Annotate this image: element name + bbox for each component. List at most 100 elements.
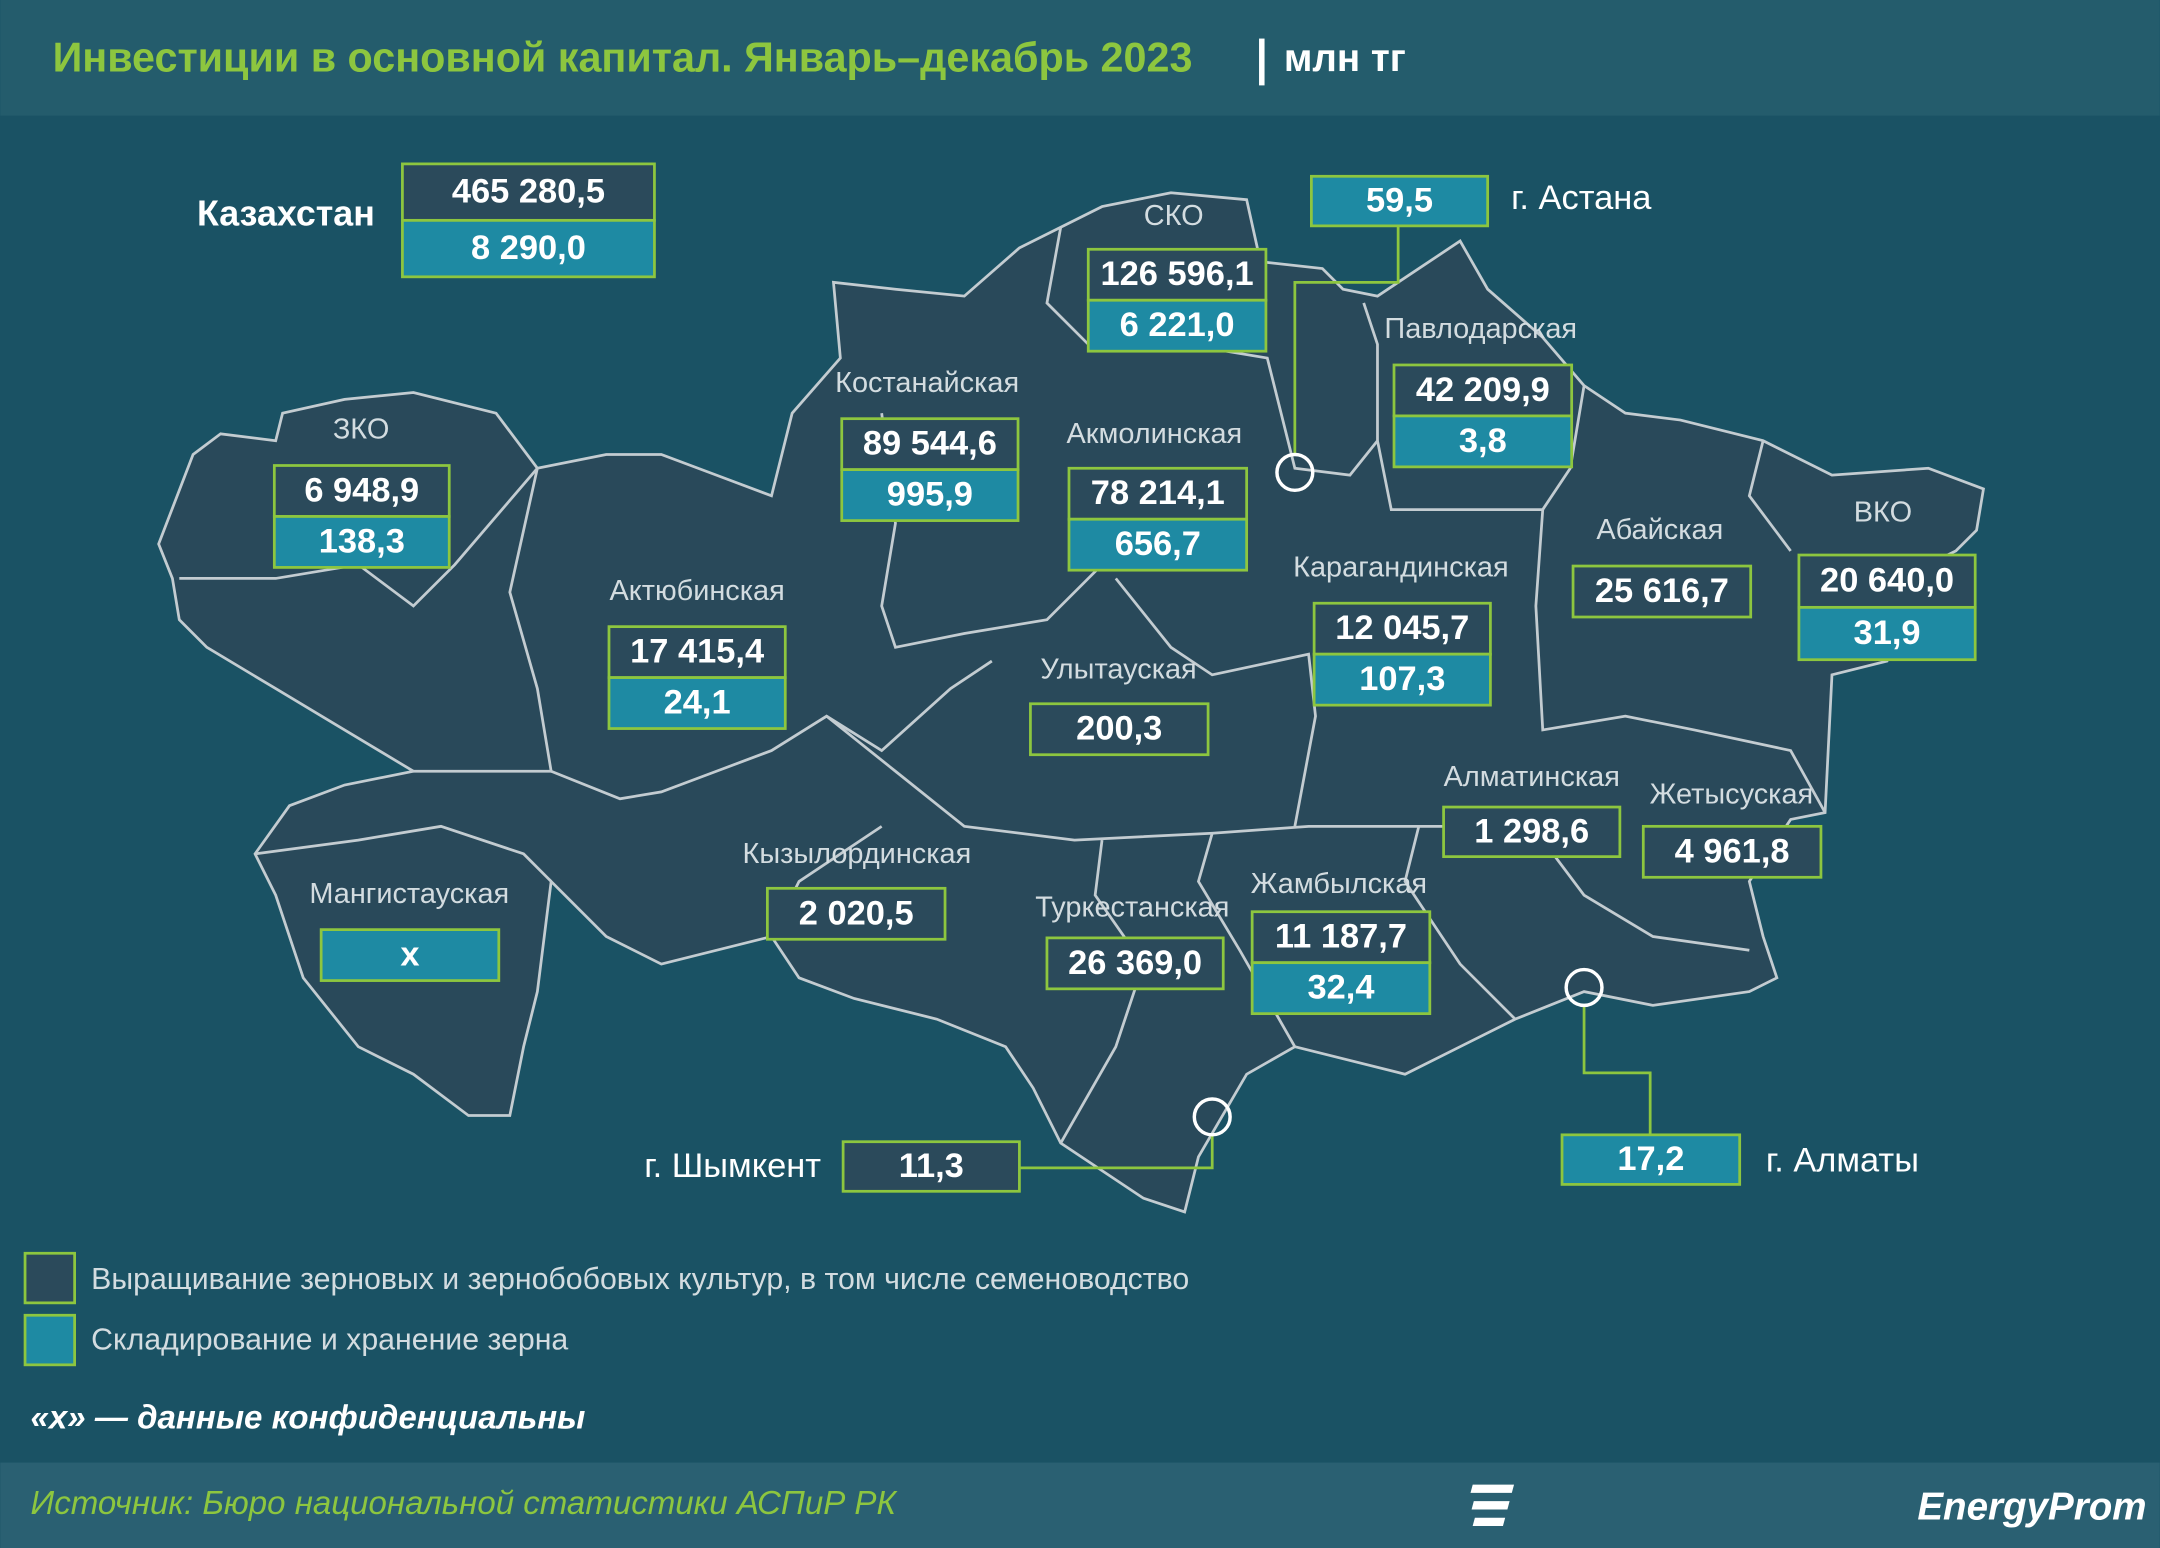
logo-icon	[1470, 1484, 1515, 1526]
region-label: Карагандинская	[1293, 551, 1508, 583]
storage-box	[1086, 298, 1268, 353]
region-label: г. Шымкент	[644, 1147, 821, 1185]
footer-band	[0, 1462, 2160, 1548]
almaty-connector	[1582, 1005, 1652, 1135]
storage-box	[1560, 1133, 1742, 1186]
storage-box	[1309, 174, 1490, 228]
cultivation-value: 11 187,7	[1275, 918, 1407, 956]
shymkent-connector	[1019, 1134, 1214, 1170]
storage-value: 31,9	[1854, 614, 1921, 652]
cultivation-value: 42 209,9	[1416, 371, 1550, 409]
legend-storage: Складирование и хранение зерна	[91, 1323, 568, 1356]
region-label: г. Алматы	[1766, 1141, 1919, 1179]
storage-value: 138,3	[319, 522, 405, 560]
storage-value: 656,7	[1115, 525, 1201, 563]
cultivation-value: 200,3	[1076, 710, 1162, 748]
legend-swatch-cultivation	[23, 1251, 77, 1305]
cultivation-box	[1250, 910, 1432, 965]
cultivation-box	[1442, 805, 1622, 859]
region-label: Жетысуская	[1650, 779, 1814, 811]
cultivation-value: 89 544,6	[863, 425, 997, 463]
cultivation-box	[1086, 247, 1268, 302]
cultivation-value: 4 961,8	[1675, 832, 1790, 870]
separator	[1259, 38, 1265, 86]
storage-box	[840, 468, 1020, 522]
unit: млн тг	[1284, 37, 1406, 80]
legend-cultivation: Выращивание зерновых и зернобобовых куль…	[91, 1263, 1189, 1296]
cultivation-box	[1312, 601, 1492, 656]
header-band	[0, 0, 2160, 116]
storage-value: 8 290,0	[471, 229, 586, 267]
cultivation-value: 2 020,5	[799, 894, 914, 932]
region-label: Костанайская	[835, 367, 1019, 399]
storage-box	[1312, 652, 1492, 707]
cultivation-box	[1029, 702, 1210, 757]
cultivation-value: 1 298,6	[1474, 812, 1589, 850]
connectors	[1019, 225, 1652, 1170]
storage-box	[1392, 414, 1574, 469]
region-label: Актюбинская	[609, 575, 784, 607]
region-label: Павлодарская	[1384, 313, 1577, 345]
legend-swatch-storage	[23, 1313, 77, 1367]
cultivation-box	[765, 886, 947, 941]
cultivation-box	[272, 464, 451, 518]
regions: Казахстан 465 280,5 8 290,0 СКО 126 596,1 6 2…	[197, 162, 1977, 1193]
cultivation-value: 20 640,0	[1820, 562, 1954, 600]
region-label: Жамбылская	[1251, 868, 1427, 900]
storage-box	[401, 218, 656, 279]
storage-value: 107,3	[1359, 660, 1445, 698]
cultivation-box	[841, 1140, 1021, 1193]
region-label: Туркестанская	[1035, 892, 1229, 924]
storage-box	[272, 515, 451, 569]
storage-box	[1250, 961, 1432, 1016]
cultivation-value: 78 214,1	[1091, 474, 1225, 512]
cultivation-box	[840, 417, 1020, 472]
storage-value: 995,9	[887, 476, 973, 514]
cultivation-value: 11,3	[899, 1147, 964, 1185]
region-label: г. Астана	[1511, 179, 1652, 217]
logo: EnergyProm	[1917, 1486, 2146, 1529]
region-label: Казахстан	[197, 194, 375, 234]
astana-connector	[1293, 225, 1400, 455]
almaty-marker	[1564, 967, 1604, 1008]
cultivation-box	[1045, 936, 1225, 991]
source: Источник: Бюро национальной статистики А…	[31, 1485, 899, 1522]
cultivation-box	[1797, 553, 1977, 609]
region-label: ЗКО	[333, 414, 389, 446]
note: «х» — данные конфиденциальны	[31, 1400, 586, 1437]
region-label: ВКО	[1854, 496, 1912, 528]
title: Инвестиции в основной капитал. Январь–де…	[53, 35, 1193, 81]
storage-box	[319, 928, 501, 982]
region-label: Алматинская	[1444, 761, 1620, 793]
cultivation-value: 26 369,0	[1068, 944, 1202, 982]
storage-box	[1067, 517, 1249, 572]
cultivation-value: 17 415,4	[630, 633, 764, 671]
cultivation-box	[1641, 824, 1823, 879]
city-markers	[1192, 452, 1604, 1137]
cultivation-value: 126 596,1	[1101, 255, 1254, 293]
region-label: СКО	[1144, 200, 1204, 232]
storage-value: 17,2	[1617, 1140, 1684, 1178]
storage-value: 32,4	[1307, 969, 1374, 1007]
storage-box	[607, 676, 787, 730]
cultivation-box	[401, 162, 656, 222]
cultivation-value: 6 948,9	[304, 471, 419, 509]
storage-value: x	[400, 936, 419, 974]
storage-value: 24,1	[664, 684, 731, 722]
storage-value: 6 221,0	[1120, 306, 1235, 344]
cultivation-value: 465 280,5	[452, 173, 605, 211]
cultivation-value: 12 045,7	[1335, 609, 1469, 647]
region-label: Мангистауская	[309, 878, 509, 910]
storage-value: 3,8	[1459, 422, 1507, 460]
storage-box	[1797, 605, 1977, 662]
region-label: Акмолинская	[1067, 418, 1243, 450]
cultivation-box	[1392, 363, 1574, 418]
cultivation-value: 25 616,7	[1595, 572, 1729, 610]
region-label: Улытауская	[1040, 653, 1196, 685]
astana-marker	[1275, 452, 1315, 493]
shymkent-marker	[1192, 1097, 1232, 1137]
region-label: Абайская	[1596, 514, 1723, 546]
storage-value: 59,5	[1366, 182, 1433, 220]
